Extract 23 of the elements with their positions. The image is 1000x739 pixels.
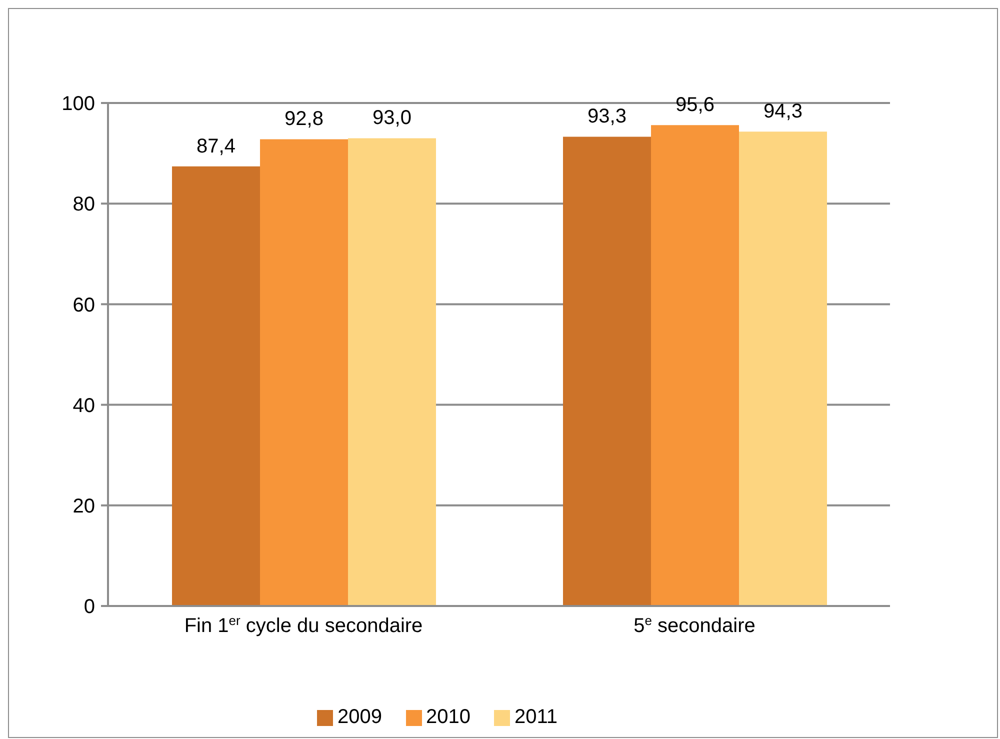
bar (739, 132, 827, 606)
y-tick-label: 0 (84, 596, 95, 618)
y-tick-label: 60 (72, 294, 95, 316)
data-label: 94,3 (764, 100, 802, 123)
data-label: 93,3 (588, 106, 626, 128)
legend-label: 2010 (426, 706, 470, 728)
bar (651, 125, 739, 606)
legend-label: 2009 (337, 706, 382, 728)
y-tick-label: 100 (62, 93, 95, 116)
data-label: 95,6 (676, 94, 714, 116)
data-label: 92,8 (284, 108, 324, 130)
bar (563, 136, 651, 606)
x-tick-label: Fin 1$^{er}$ cycle du secondaire (184, 612, 423, 637)
x-tick-label: 5$^{e}$ secondaire (634, 612, 756, 637)
y-tick-label: 80 (72, 194, 95, 216)
data-label: 87,4 (196, 135, 236, 158)
bar (348, 138, 436, 606)
y-tick-label: 20 (72, 496, 95, 518)
bar (260, 139, 348, 606)
bar (172, 166, 260, 606)
y-tick-label: 40 (72, 394, 95, 417)
legend-label: 2011 (514, 706, 558, 728)
data-label: 93,0 (372, 107, 412, 130)
